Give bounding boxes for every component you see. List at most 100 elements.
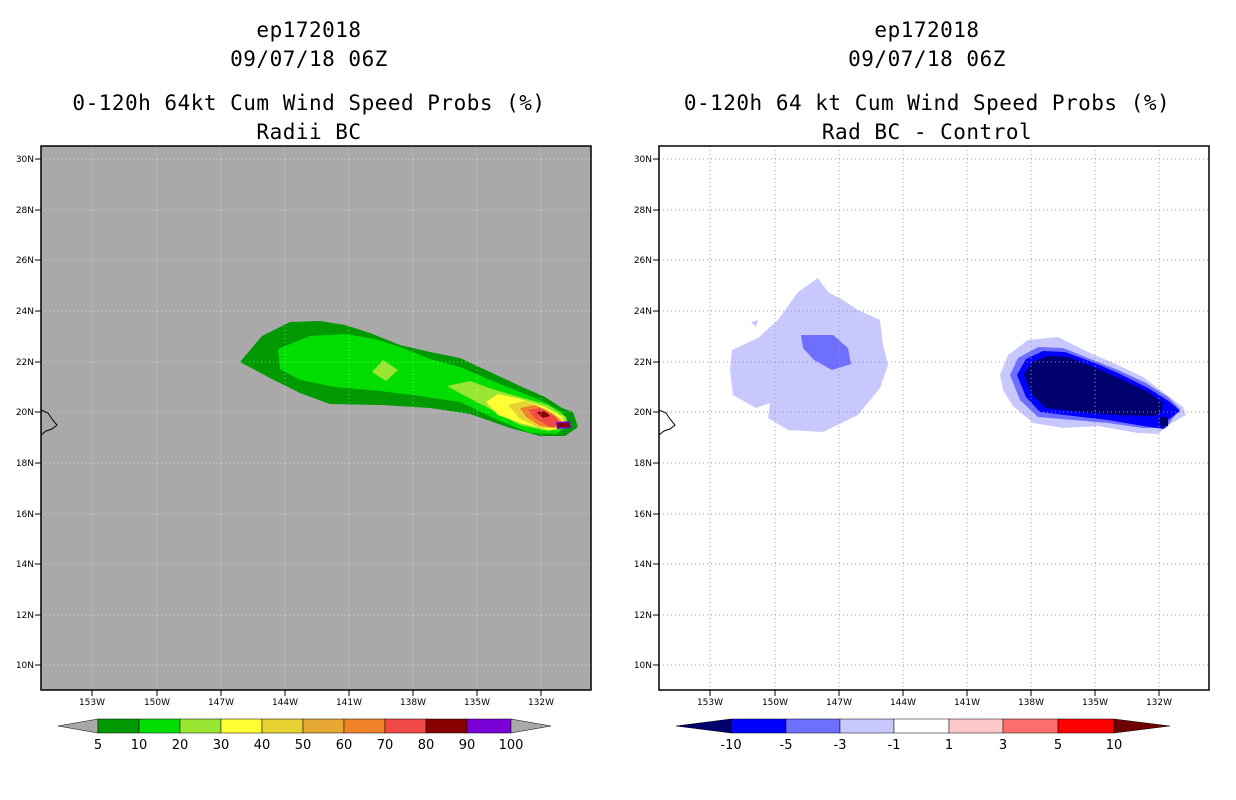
- island-outline: [658, 409, 676, 436]
- map-frame: [40, 145, 592, 691]
- colorbar-under-arrow: [675, 718, 732, 734]
- colorbar-label: 5: [94, 738, 102, 753]
- contour-neg10-tip: [1159, 417, 1168, 427]
- colorbar-box: [220, 718, 263, 734]
- colorbar-left: [57, 718, 552, 734]
- colorbar-label: 3: [999, 738, 1007, 753]
- colorbar-label: 1: [945, 738, 953, 753]
- right-panel: ep172018 09/07/18 06Z 0-120h 64 kt Cum W…: [618, 0, 1236, 800]
- colorbar-labels-right: -10 -5 -3 -1 1 3 5 10: [720, 738, 1122, 753]
- lat-label: 12N: [16, 611, 34, 621]
- lat-label: 28N: [634, 206, 652, 216]
- panel-subtitle: Radii BC: [256, 120, 362, 144]
- panel-subtitle: Rad BC - Control: [821, 120, 1033, 144]
- colorbar-label: -10: [720, 738, 741, 753]
- lat-label: 16N: [634, 510, 652, 520]
- colorbar-box: [97, 718, 140, 734]
- lat-labels: 30N 28N 26N 24N 22N 20N 18N 16N 14N 12N …: [16, 155, 34, 671]
- colorbar-label: 40: [254, 738, 271, 753]
- colorbar-label: 70: [377, 738, 394, 753]
- datetime: 09/07/18 06Z: [230, 47, 388, 71]
- colorbar-box: [948, 718, 1004, 734]
- lon-label: 132W: [528, 698, 554, 708]
- left-map-svg: 30N 28N 26N 24N 22N 20N 18N 16N 14N 12N …: [16, 145, 592, 753]
- lat-label: 10N: [16, 661, 34, 671]
- lat-label: 28N: [16, 206, 34, 216]
- lon-label: 135W: [464, 698, 490, 708]
- lat-label: 20N: [16, 408, 34, 418]
- contour-100: [557, 423, 569, 427]
- lat-label: 20N: [634, 408, 652, 418]
- lon-label: 150W: [762, 698, 788, 708]
- datetime: 09/07/18 06Z: [848, 47, 1006, 71]
- lat-labels: 30N 28N 26N 24N 22N 20N 18N 16N 14N 12N …: [634, 155, 652, 671]
- tick-marks: [653, 158, 1160, 696]
- lon-label: 153W: [79, 698, 105, 708]
- lat-label: 30N: [634, 155, 652, 165]
- contour-neg1-dot: [751, 320, 758, 327]
- colorbar-label: 90: [459, 738, 476, 753]
- lat-label: 22N: [16, 358, 34, 368]
- colorbar-box: [1057, 718, 1115, 734]
- colorbar-box: [893, 718, 950, 734]
- lat-label: 18N: [634, 459, 652, 469]
- lon-label: 144W: [890, 698, 916, 708]
- colorbar-box: [425, 718, 468, 734]
- lon-label: 141W: [336, 698, 362, 708]
- colorbar-label: 20: [172, 738, 189, 753]
- colorbar-label: 5: [1054, 738, 1062, 753]
- lat-label: 14N: [634, 560, 652, 570]
- island-outline: [40, 409, 58, 436]
- colorbar-label: 30: [213, 738, 230, 753]
- colorbar-labels-left: 5 10 20 30 40 50 60 70 80 90 100: [94, 738, 524, 753]
- colorbar-box: [466, 718, 512, 734]
- contour-neg10-east: [1024, 356, 1163, 416]
- colorbar-box: [302, 718, 345, 734]
- colorbar-label: -1: [888, 738, 901, 753]
- lon-label: 144W: [272, 698, 298, 708]
- colorbar-box: [785, 718, 841, 734]
- storm-id: ep172018: [874, 18, 980, 42]
- colorbar-box: [384, 718, 427, 734]
- map-grid: [659, 146, 1209, 690]
- lat-label: 26N: [16, 256, 34, 266]
- panel-title: 0-120h 64 kt Cum Wind Speed Probs (%): [683, 91, 1171, 115]
- lon-label: 147W: [826, 698, 852, 708]
- lon-label: 132W: [1146, 698, 1172, 708]
- left-panel: ep172018 09/07/18 06Z 0-120h 64kt Cum Wi…: [16, 18, 592, 753]
- lon-label: 147W: [208, 698, 234, 708]
- colorbar-over-arrow: [510, 718, 552, 734]
- colorbar-label: 100: [499, 738, 524, 753]
- colorbar-box: [138, 718, 181, 734]
- contour-neg1-west: [730, 278, 888, 432]
- probability-contours: [240, 321, 578, 436]
- colorbar-label: 10: [1106, 738, 1123, 753]
- contour-20-a: [372, 360, 398, 381]
- lon-label: 150W: [144, 698, 170, 708]
- map-grid: [41, 146, 591, 690]
- contour-80: [536, 411, 550, 418]
- lon-label: 141W: [954, 698, 980, 708]
- lat-label: 22N: [634, 358, 652, 368]
- lon-label: 138W: [1018, 698, 1044, 708]
- storm-id: ep172018: [256, 18, 362, 42]
- colorbar-box: [1002, 718, 1059, 734]
- colorbar-box: [179, 718, 222, 734]
- lon-labels: 153W 150W 147W 144W 141W 138W 135W 132W: [697, 698, 1172, 708]
- lat-label: 14N: [16, 560, 34, 570]
- lon-label: 135W: [1082, 698, 1108, 708]
- map-frame: [658, 145, 1210, 691]
- colorbar-label: -5: [780, 738, 793, 753]
- colorbar-box: [261, 718, 304, 734]
- colorbar-label: 80: [418, 738, 435, 753]
- contour-neg3-west: [801, 335, 851, 370]
- lat-label: 24N: [634, 307, 652, 317]
- colorbar-box: [730, 718, 787, 734]
- colorbar-label: -3: [834, 738, 847, 753]
- panel-title: 0-120h 64kt Cum Wind Speed Probs (%): [72, 91, 546, 115]
- lon-label: 138W: [400, 698, 426, 708]
- colorbar-right: [675, 718, 1171, 734]
- lon-labels: 153W 150W 147W 144W 141W 138W 135W 132W: [79, 698, 554, 708]
- lon-label: 153W: [697, 698, 723, 708]
- colorbar-label: 50: [295, 738, 312, 753]
